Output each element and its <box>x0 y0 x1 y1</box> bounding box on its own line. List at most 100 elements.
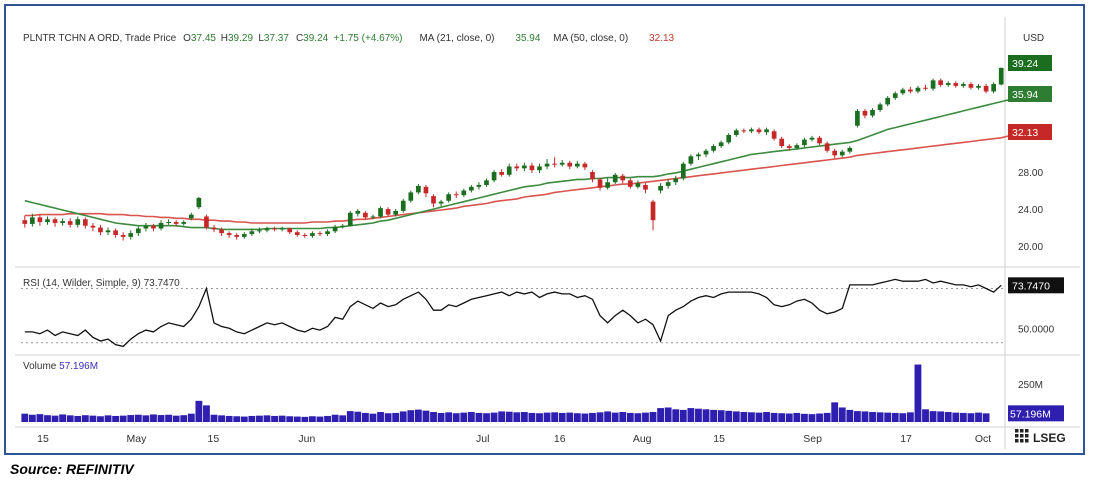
candle-body <box>272 228 277 230</box>
candle-body <box>325 231 330 235</box>
volume-bar <box>740 412 748 422</box>
candle-body <box>188 214 194 219</box>
candle-body <box>900 89 906 94</box>
volume-bar <box>748 412 755 422</box>
volume-label: Volume 57.196M <box>23 361 98 372</box>
chart[interactable]: PLNTR TCHN A ORD, Trade Price O37.45 H39.2… <box>15 17 1080 449</box>
candle-body <box>908 89 913 92</box>
candle-body <box>408 192 414 201</box>
header-ma21-value: 35.94 <box>515 33 540 44</box>
volume-bar <box>301 416 309 422</box>
candle-body <box>151 225 156 229</box>
volume-bar <box>475 412 483 422</box>
volume-bar <box>271 415 278 422</box>
volume-bar <box>430 412 437 422</box>
ma50-badge: 32.13 <box>1012 127 1038 139</box>
volume-bar <box>203 405 210 422</box>
volume-bar <box>679 409 687 422</box>
candle-body <box>855 110 860 126</box>
candle-body <box>332 226 338 232</box>
volume-bar <box>104 415 112 422</box>
volume-bar <box>293 416 301 422</box>
volume-bar <box>937 411 945 422</box>
volume-bar <box>127 415 135 422</box>
volume-bar <box>240 416 248 422</box>
volume-bar <box>611 412 619 422</box>
volume-bar <box>445 412 453 422</box>
candle-body <box>983 85 989 92</box>
candle-body <box>370 216 376 218</box>
volume-bar <box>967 413 975 422</box>
volume-bar <box>414 409 422 422</box>
volume-bar <box>672 409 680 422</box>
volume-bar <box>702 409 710 422</box>
volume-value-badge-bg <box>1008 405 1064 422</box>
candle-body <box>870 109 875 116</box>
volume-bar <box>876 412 884 422</box>
ma50-line <box>24 133 1017 224</box>
candle-body <box>347 212 353 226</box>
volume-bar <box>869 412 876 422</box>
volume-bar <box>384 413 392 422</box>
volume-bar <box>339 415 347 422</box>
candle-body <box>249 231 255 235</box>
candle-body <box>673 178 679 183</box>
volume-bar <box>195 400 203 422</box>
volume-bar <box>899 413 907 422</box>
candle-body <box>181 222 187 224</box>
volume-bar <box>891 412 899 422</box>
chart-frame: PLNTR TCHN A ORD, Trade Price O37.45 H39.2… <box>4 4 1085 455</box>
candle-body <box>567 162 573 167</box>
volume-bar <box>180 415 188 422</box>
volume-bar <box>944 412 952 422</box>
lseg-logo-dot <box>1025 434 1029 438</box>
volume-bar <box>66 415 74 422</box>
rsi-value-badge: 73.7470 <box>1012 280 1050 292</box>
volume-bar <box>81 415 89 422</box>
volume-bar <box>732 411 740 422</box>
candle-body <box>597 179 603 188</box>
x-tick-label: 15 <box>208 433 220 445</box>
x-tick-label: Aug <box>633 433 652 445</box>
candle-body <box>22 220 28 224</box>
candle-body <box>923 87 928 89</box>
volume-bar <box>165 414 173 422</box>
candle-body <box>400 200 406 211</box>
volume-bar <box>520 412 528 422</box>
volume-bar <box>97 416 104 422</box>
candle-body <box>446 194 452 201</box>
candle-body <box>945 83 951 85</box>
candle-body <box>514 166 520 169</box>
candle-body <box>67 221 73 225</box>
rsi-tick-label: 50.0000 <box>1018 324 1055 335</box>
header-symbol: PLNTR TCHN A ORD, Trade Price <box>23 33 177 44</box>
candle-body <box>877 104 883 110</box>
candle-body <box>968 84 974 88</box>
candle-body <box>764 129 769 133</box>
volume-bar <box>369 413 377 422</box>
candle-body <box>128 233 134 237</box>
header-ma21-label: MA (21, close, 0) <box>419 33 494 44</box>
candle-body <box>703 150 709 155</box>
volume-bar <box>717 410 725 422</box>
candle-body <box>847 147 853 152</box>
candle-body <box>658 185 663 191</box>
volume-bar <box>604 411 612 422</box>
volume-bar <box>536 413 543 422</box>
candle-body <box>544 163 550 167</box>
x-tick-label: 16 <box>554 433 566 445</box>
candle-body <box>862 110 868 116</box>
candle-body <box>355 210 361 214</box>
candle-body <box>643 184 648 190</box>
candle-body <box>461 190 467 196</box>
header-ohlc-l: L37.37 <box>258 33 289 44</box>
volume-bar <box>286 416 294 422</box>
volume-bar <box>982 413 990 422</box>
candle-body <box>680 163 686 179</box>
candle-body <box>438 201 444 204</box>
volume-bar <box>399 411 407 422</box>
volume-bar <box>316 416 324 422</box>
close-price-badge-bg <box>1008 55 1052 71</box>
volume-bar <box>755 412 763 422</box>
candle-body <box>90 225 96 228</box>
